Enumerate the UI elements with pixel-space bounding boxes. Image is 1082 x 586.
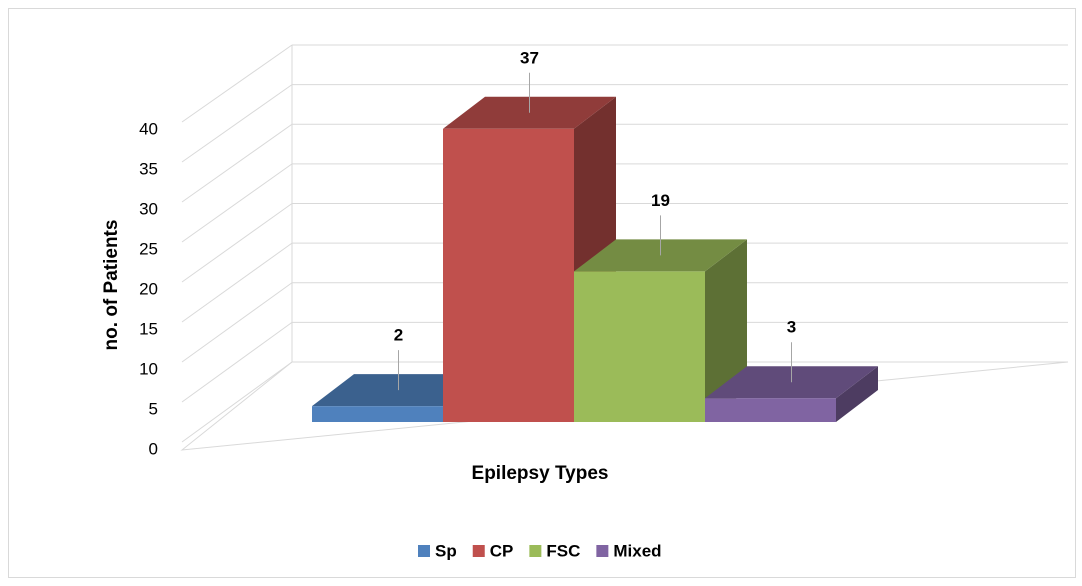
data-label: 3 xyxy=(787,318,796,337)
side-grid-line xyxy=(181,361,293,443)
side-grid-line xyxy=(181,84,293,163)
legend-label: Mixed xyxy=(613,541,661,560)
y-tick-label: 15 xyxy=(139,319,158,338)
x-axis-label: Epilepsy Types xyxy=(472,463,609,484)
bar-front xyxy=(574,271,705,422)
side-grid-line xyxy=(181,44,293,123)
legend-swatch xyxy=(418,545,430,557)
legend-swatch xyxy=(472,545,485,557)
y-tick-label: 5 xyxy=(149,399,158,418)
y-tick-label: 40 xyxy=(139,119,158,138)
legend-label: CP xyxy=(490,541,514,560)
bar-front xyxy=(443,128,574,422)
y-tick-label: 20 xyxy=(139,279,158,298)
bar-side xyxy=(836,366,878,422)
y-tick-label: 35 xyxy=(139,159,158,178)
bar-front xyxy=(705,398,836,422)
legend-label: FSC xyxy=(546,541,580,560)
bar xyxy=(443,96,616,423)
data-label: 19 xyxy=(651,191,670,210)
legend-swatch xyxy=(529,545,542,557)
y-tick-label: 30 xyxy=(139,199,158,218)
side-grid-line xyxy=(181,203,293,283)
side-grid-line xyxy=(181,123,293,203)
legend-swatch xyxy=(596,545,609,557)
side-grid-line xyxy=(181,282,293,363)
legend-label: Sp xyxy=(435,541,457,560)
side-grid-line xyxy=(181,321,293,403)
y-tick-label: 10 xyxy=(139,359,158,378)
y-tick-label: 0 xyxy=(149,439,158,458)
data-label: 37 xyxy=(520,48,539,67)
bar-front xyxy=(312,406,443,422)
y-tick-label: 25 xyxy=(139,239,158,258)
side-grid-line xyxy=(181,242,293,323)
y-axis-label: no. of Patients xyxy=(101,220,122,351)
side-grid-line xyxy=(181,163,293,243)
data-label: 2 xyxy=(394,326,403,345)
